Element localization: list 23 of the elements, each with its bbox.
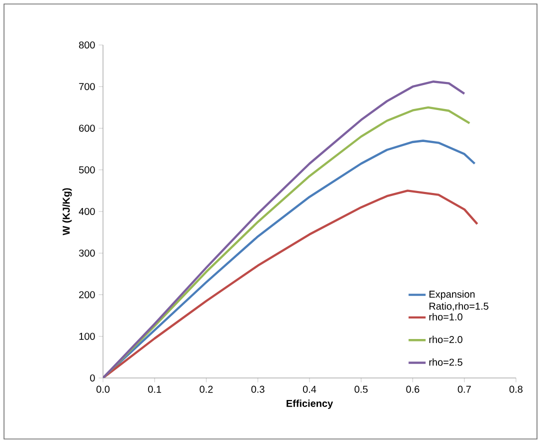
legend-label: rho=2.0 xyxy=(429,336,462,344)
x-tick-label: 0.7 xyxy=(458,386,471,393)
x-tick-label: 0.6 xyxy=(406,386,420,393)
y-tick-label: 300 xyxy=(78,250,95,257)
x-tick-label: 0.1 xyxy=(148,386,162,393)
y-tick-label: 400 xyxy=(78,208,95,216)
x-tick-label: 0.4 xyxy=(302,386,316,393)
x-tick-label: 0.5 xyxy=(354,386,368,393)
y-tick-label: 200 xyxy=(79,291,95,298)
x-tick-label: 0.0 xyxy=(96,386,110,393)
y-tick-label: 0 xyxy=(90,374,95,382)
y-axis-title: W (KJ/Kg) xyxy=(62,188,72,236)
y-tick-label: 800 xyxy=(79,41,95,49)
y-tick-label: 100 xyxy=(79,332,95,340)
legend-label: rho=1.0 xyxy=(429,313,462,320)
y-tick-label: 500 xyxy=(79,166,95,174)
x-tick-label: 0.3 xyxy=(251,386,264,393)
legend-label: rho=2.5 xyxy=(429,358,462,366)
x-axis-title: Efficiency xyxy=(286,400,333,409)
x-tick-label: 0.2 xyxy=(200,386,213,393)
y-tick-label: 600 xyxy=(79,124,95,132)
x-tick-label: 0.8 xyxy=(509,386,522,393)
y-tick-label: 700 xyxy=(79,83,95,90)
